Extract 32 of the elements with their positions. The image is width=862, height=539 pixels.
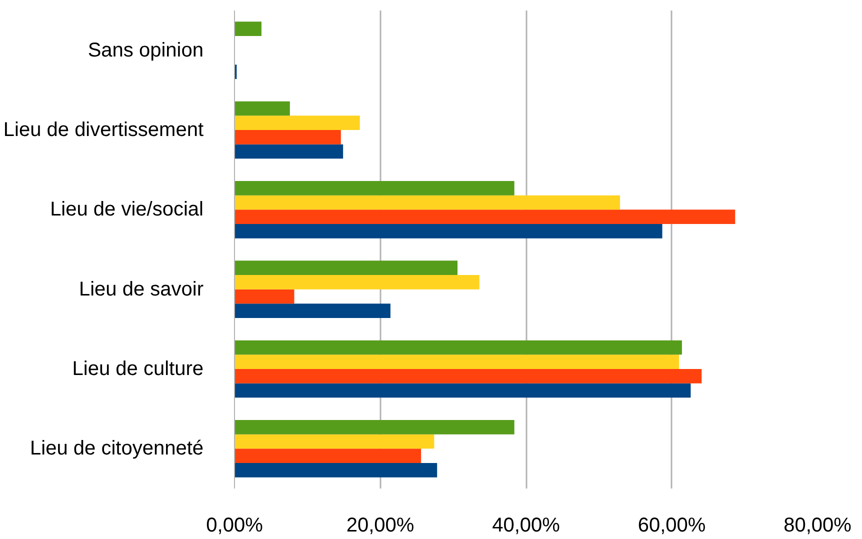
bar: [234, 260, 458, 275]
bar: [234, 369, 702, 384]
bar: [234, 340, 682, 355]
y-tick-label: Lieu de culture: [72, 358, 204, 380]
bar: [234, 354, 680, 369]
bar: [234, 116, 360, 130]
x-tick-label: 60,00%: [638, 514, 706, 536]
bar: [234, 130, 341, 144]
bar: [234, 383, 691, 398]
bar: [234, 420, 514, 434]
y-tick-label: Lieu de citoyenneté: [30, 438, 204, 460]
bar: [234, 144, 344, 159]
bar: [234, 434, 434, 449]
bar: [234, 463, 438, 478]
y-tick-label: Lieu de divertissement: [3, 119, 204, 141]
y-tick-label: Sans opinion: [88, 39, 204, 62]
y-tick-label: Lieu de savoir: [78, 278, 204, 300]
bar: [234, 224, 662, 238]
bar: [234, 180, 514, 196]
bar: [234, 195, 620, 210]
bar: [234, 22, 262, 36]
bar: [234, 274, 480, 290]
bar: [234, 289, 294, 304]
bar: [234, 210, 736, 224]
x-tick-label: 20,00%: [346, 514, 414, 536]
y-tick-label: Lieu de vie/social: [50, 198, 204, 221]
x-tick-label: 80,00%: [784, 514, 852, 536]
x-tick-label: 40,00%: [492, 514, 560, 536]
x-tick-label: 0,00%: [206, 514, 264, 536]
bar: [234, 304, 390, 318]
bar: [234, 448, 422, 464]
bar: [234, 101, 290, 116]
